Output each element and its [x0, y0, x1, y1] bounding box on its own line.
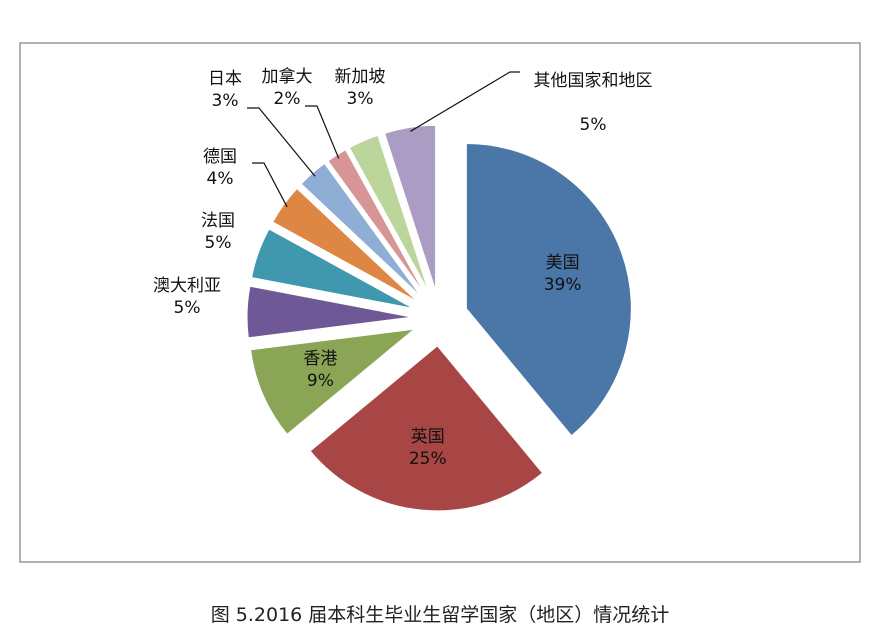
category-label: 加拿大 — [261, 67, 313, 87]
value-label: 9% — [306, 370, 334, 391]
pie-slice — [246, 285, 413, 339]
category-label: 其他国家和地区 — [533, 71, 653, 91]
pie-slice — [272, 187, 418, 302]
pie-slice — [309, 345, 544, 512]
value-label: 3% — [211, 91, 239, 111]
category-label: 德国 — [203, 147, 237, 167]
category-label: 法国 — [201, 211, 235, 231]
category-label: 香港 — [303, 348, 338, 369]
value-label: 4% — [206, 169, 234, 189]
pie-slice — [384, 124, 437, 291]
pie-slice — [465, 143, 632, 437]
leader-line — [247, 107, 316, 177]
category-label: 美国 — [545, 252, 580, 273]
chart-title: 图 5.2016 届本科生毕业生留学国家（地区）情况统计 — [210, 604, 670, 626]
value-label: 5% — [204, 233, 232, 253]
leader-line — [252, 162, 288, 208]
pie-slice — [250, 328, 416, 435]
pie-slice — [250, 228, 414, 310]
pie-slice — [348, 134, 430, 293]
pie-slice — [327, 149, 426, 295]
value-label: 5% — [173, 298, 201, 318]
leader-line — [305, 105, 340, 159]
leader-line — [410, 71, 520, 132]
value-label: 2% — [273, 89, 301, 109]
category-label: 新加坡 — [334, 67, 386, 87]
category-label: 澳大利亚 — [153, 276, 221, 296]
value-label: 5% — [579, 115, 607, 135]
value-label: 3% — [346, 89, 374, 109]
category-label: 英国 — [410, 426, 445, 447]
value-label: 25% — [408, 448, 447, 469]
category-label: 日本 — [208, 69, 242, 89]
value-label: 39% — [543, 274, 582, 295]
